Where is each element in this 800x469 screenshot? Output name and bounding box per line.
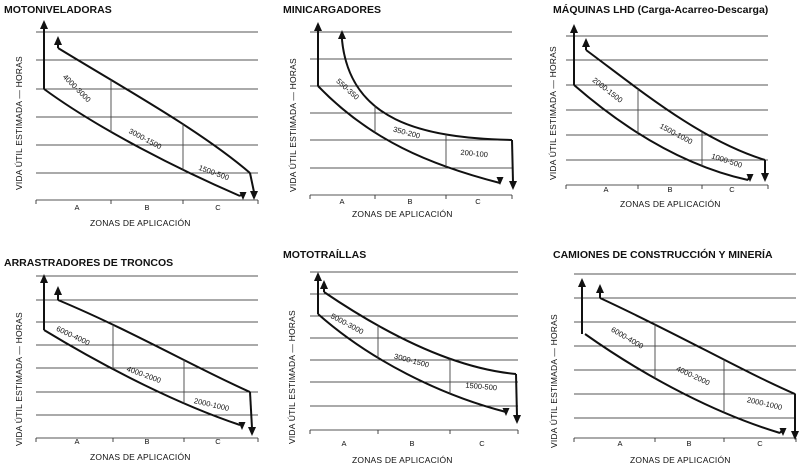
zone-label-b: B: [407, 197, 412, 206]
zone-label-b: B: [144, 437, 149, 446]
zone-label-b: B: [409, 439, 414, 448]
right-stem: [249, 391, 253, 429]
right-down-arrow: [250, 191, 258, 200]
upper-curve-arrow: [54, 36, 62, 45]
y-axis-arrow: [40, 274, 48, 283]
right-down-arrow: [761, 173, 769, 182]
chart-title: MÁQUINAS LHD (Carga-Acarreo-Descarga): [553, 4, 769, 16]
x-axis-label: ZONAS DE APLICACIÓN: [630, 455, 731, 465]
series-lower-curve: [573, 84, 749, 181]
x-axis-label: ZONAS DE APLICACIÓN: [620, 199, 721, 209]
zone-label-a: A: [617, 439, 622, 448]
series-lower-curve: [317, 85, 501, 184]
right-stem: [249, 172, 255, 193]
upper-curve-arrow: [320, 280, 328, 289]
chart-plot-area: A B C 6000-4000 4000-2000 2000-1000: [573, 273, 799, 448]
chart-title: CAMIONES DE CONSTRUCCIÓN Y MINERÍA: [553, 249, 773, 261]
y-axis-arrow: [570, 24, 578, 33]
lower-down-arrow: [502, 408, 510, 416]
range-label: 2000-1000: [746, 395, 783, 412]
chart-title: MOTOTRAÍLLAS: [283, 249, 367, 261]
upper-curve-arrow: [54, 286, 62, 295]
lower-down-arrow: [239, 192, 247, 200]
zone-label-a: A: [74, 437, 79, 446]
range-label: 200-100: [460, 148, 488, 159]
chart-title: ARRASTRADORES DE TRONCOS: [4, 257, 174, 269]
zone-label-c: C: [757, 439, 763, 448]
right-down-arrow: [791, 431, 799, 440]
series-lower-curve: [43, 88, 241, 197]
series-upper-curve: [323, 291, 517, 375]
zone-label-b: B: [667, 185, 672, 194]
zone-label-b: B: [686, 439, 691, 448]
zone-label-c: C: [475, 197, 481, 206]
y-axis-arrow: [314, 22, 322, 31]
lower-down-arrow: [779, 428, 787, 436]
zone-label-c: C: [729, 185, 735, 194]
y-axis-arrow: [40, 20, 48, 29]
zone-label-a: A: [74, 203, 79, 212]
right-stem: [511, 139, 514, 183]
series-upper-curve: [599, 297, 796, 395]
lower-down-arrow: [238, 422, 246, 430]
right-down-arrow: [509, 181, 517, 190]
chart-title: MOTONIVELADORAS: [4, 4, 112, 16]
zone-label-b: B: [144, 203, 149, 212]
lower-down-arrow: [496, 177, 504, 185]
zone-label-c: C: [215, 203, 221, 212]
right-down-arrow: [248, 427, 256, 436]
x-axis-label: ZONAS DE APLICACIÓN: [90, 218, 191, 228]
zone-label-c: C: [215, 437, 221, 446]
upper-curve-arrow: [582, 38, 590, 47]
zone-label-a: A: [341, 439, 346, 448]
series-upper-curve: [57, 299, 251, 393]
upper-curve-arrow: [338, 30, 346, 39]
x-axis-label: ZONAS DE APLICACIÓN: [352, 209, 453, 219]
y-axis-arrow: [578, 278, 586, 287]
x-axis-label: ZONAS DE APLICACIÓN: [90, 452, 191, 462]
y-axis-arrow: [314, 272, 322, 281]
series-upper-curve: [341, 39, 513, 141]
series-lower-curve: [584, 333, 781, 434]
upper-curve-arrow: [596, 284, 604, 293]
series-lower-curve: [43, 329, 241, 426]
right-stem: [515, 373, 518, 417]
series-upper-curve: [585, 49, 766, 161]
zone-label-a: A: [339, 197, 344, 206]
zone-label-c: C: [479, 439, 485, 448]
zone-label-a: A: [603, 185, 608, 194]
range-label: 1500-500: [465, 381, 497, 393]
chart-title: MINICARGADORES: [283, 4, 382, 16]
range-label: 4000-2000: [675, 364, 711, 387]
series-lower-curve: [317, 313, 507, 413]
series-upper-curve: [57, 47, 251, 174]
range-label: 6000-4000: [609, 325, 645, 351]
right-down-arrow: [513, 415, 521, 424]
x-axis-label: ZONAS DE APLICACIÓN: [352, 455, 453, 465]
lower-down-arrow: [746, 174, 754, 182]
